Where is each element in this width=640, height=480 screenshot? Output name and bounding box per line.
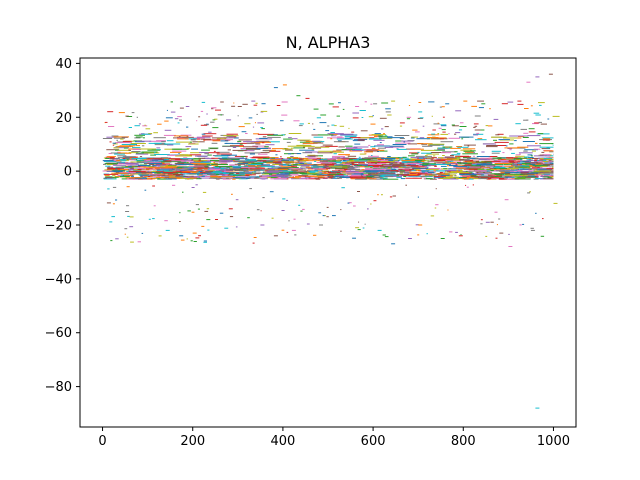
y-tick-label: −80 [45,380,72,395]
y-tick-label: −60 [45,326,72,341]
y-tick-label: −20 [45,218,72,233]
x-tick-label: 200 [180,434,205,449]
y-tick-label: −40 [45,272,72,287]
plot-area [102,73,560,409]
x-tick-label: 400 [270,434,295,449]
chart-title: N, ALPHA3 [286,33,371,52]
y-tick-label: 0 [64,165,72,180]
x-tick-label: 1000 [537,434,570,449]
plot-frame [79,57,577,428]
y-tick-label: 40 [55,57,72,72]
x-tick-label: 800 [451,434,476,449]
x-tick-label: 0 [98,434,106,449]
y-tick-label: 20 [55,111,72,126]
series-band [102,100,560,244]
x-tick-label: 600 [361,434,386,449]
